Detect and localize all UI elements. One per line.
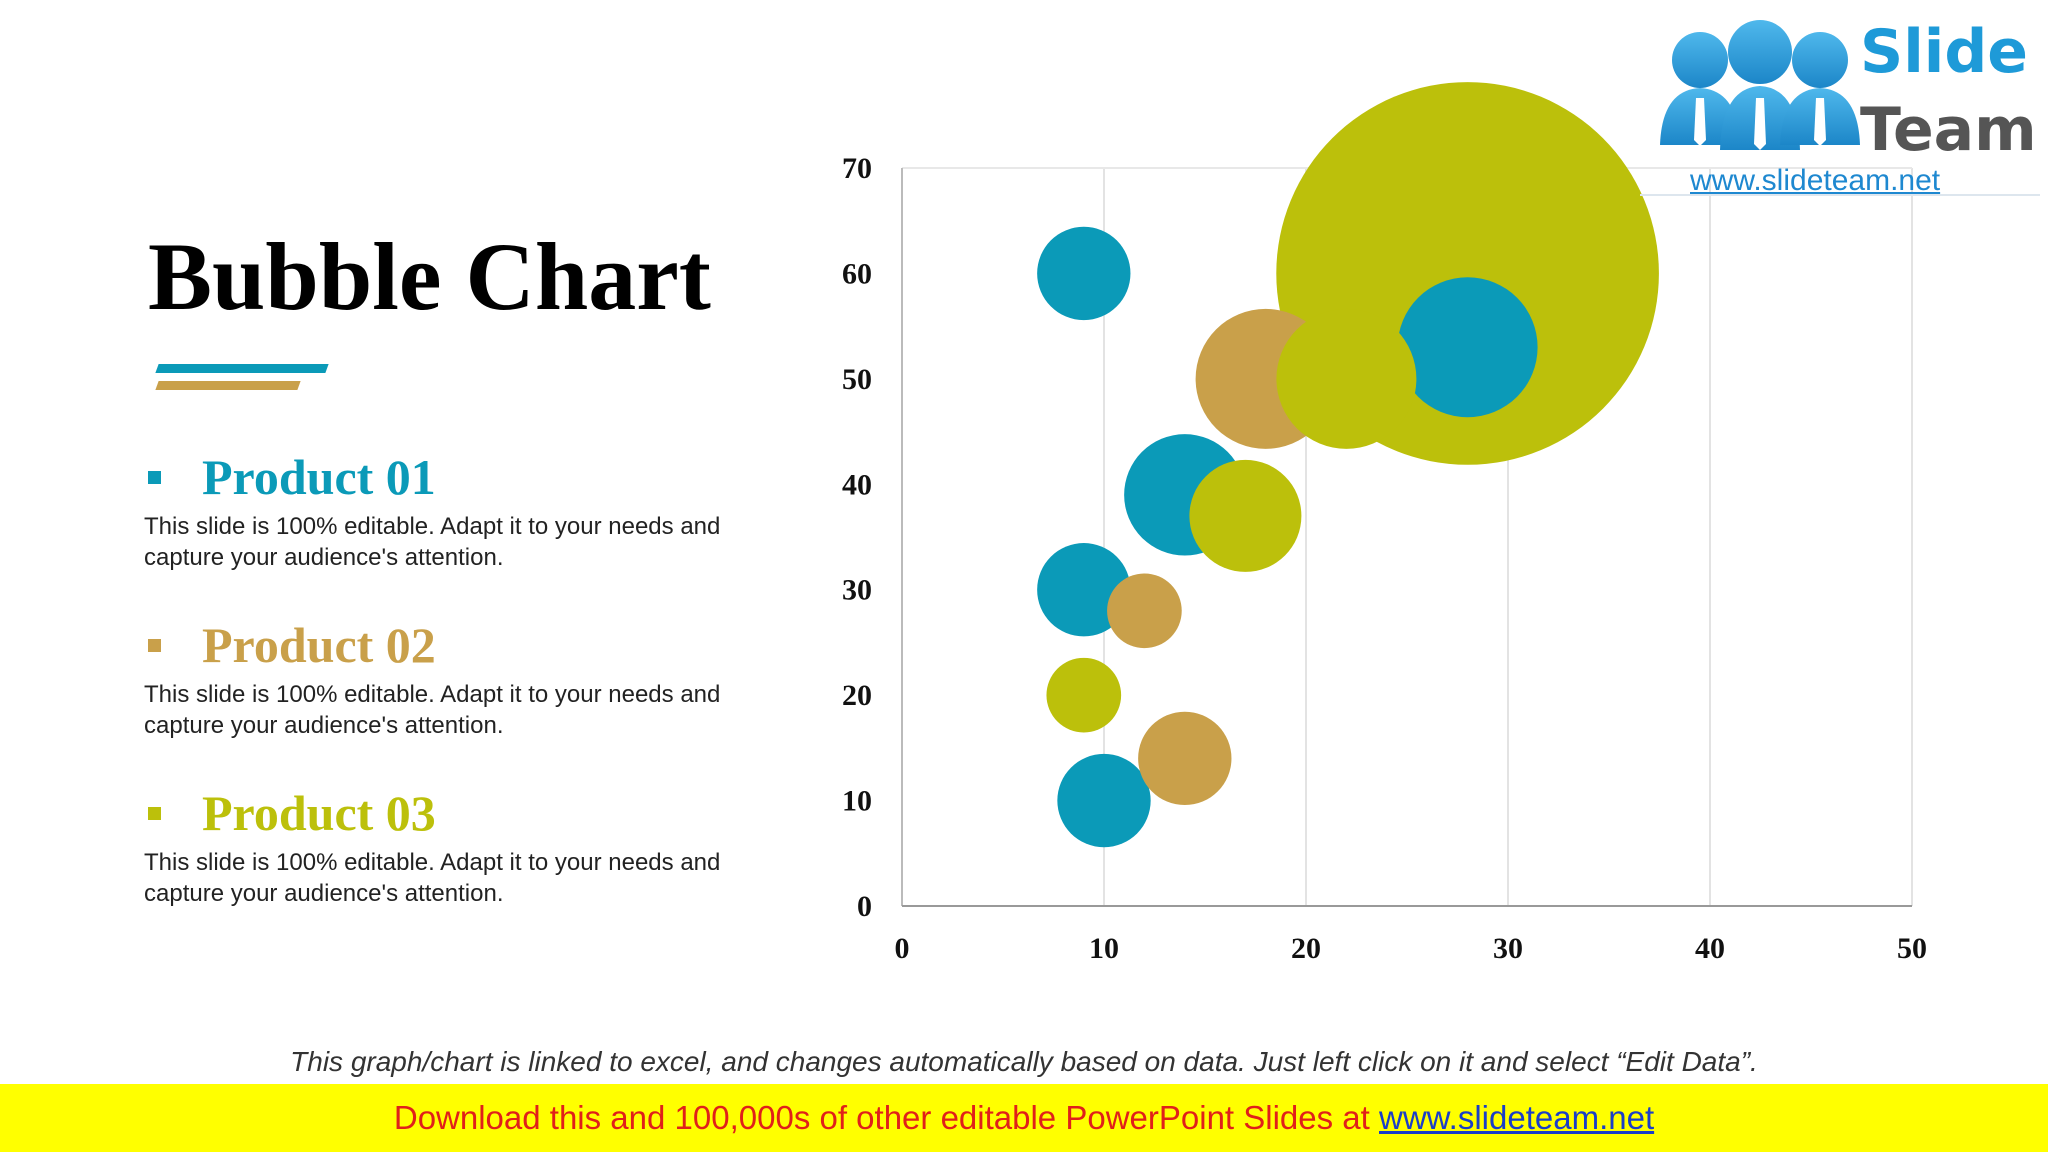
bullet-square-icon — [148, 471, 161, 484]
banner-link[interactable]: www.slideteam.net — [1379, 1099, 1655, 1136]
bubble-product-01 — [1037, 543, 1131, 637]
bubble-product-03 — [1189, 459, 1302, 572]
bubble-product-03 — [1046, 657, 1122, 733]
bubble-product-01 — [1037, 226, 1131, 321]
chart-axes — [901, 168, 1912, 907]
bubble-product-02 — [1107, 573, 1182, 649]
slideteam-logo: Slide Team www.slideteam.net — [1640, 0, 2040, 200]
x-tick-label: 20 — [1291, 932, 1321, 965]
product-name: Product 03 — [202, 785, 436, 841]
product-name: Product 02 — [202, 617, 436, 673]
y-tick-label: 70 — [842, 152, 872, 185]
product-description: This slide is 100% editable. Adapt it to… — [144, 849, 721, 907]
x-tick-label: 40 — [1695, 932, 1725, 965]
chart-footnote: This graph/chart is linked to excel, and… — [290, 1046, 1758, 1077]
chart-bubbles — [1037, 82, 1659, 848]
bullet-square-icon — [148, 639, 161, 652]
chart-tick-labels: 0 10 20 30 40 50 0 10 20 30 40 50 60 70 — [842, 152, 1927, 965]
logo-url-link[interactable]: www.slideteam.net — [1690, 164, 1941, 197]
y-tick-label: 10 — [842, 785, 872, 818]
logo-word-team: Team — [1860, 95, 2037, 165]
bubble-chart: 0 10 20 30 40 50 0 10 20 30 40 50 60 70 — [842, 82, 1927, 965]
bubble-product-01 — [1397, 277, 1538, 418]
y-tick-label: 20 — [842, 679, 872, 712]
x-tick-label: 0 — [895, 932, 910, 965]
y-tick-label: 60 — [842, 257, 872, 290]
x-tick-label: 30 — [1493, 932, 1523, 965]
bubble-product-01 — [1057, 753, 1151, 848]
bubble-product-03 — [1276, 308, 1417, 449]
logo-divider — [1640, 194, 2040, 196]
x-tick-label: 10 — [1089, 932, 1119, 965]
banner-text: Download this and 100,000s of other edit… — [393, 1099, 1379, 1136]
product-description: This slide is 100% editable. Adapt it to… — [144, 681, 721, 739]
bubble-product-02 — [1138, 711, 1232, 806]
x-tick-label: 50 — [1897, 932, 1927, 965]
product-description: This slide is 100% editable. Adapt it to… — [144, 513, 721, 571]
download-banner: Download this and 100,000s of other edit… — [0, 1084, 2048, 1152]
three-people-icon — [1660, 20, 1860, 150]
y-tick-label: 0 — [857, 890, 872, 923]
y-tick-label: 30 — [842, 574, 872, 607]
y-tick-label: 50 — [842, 363, 872, 396]
logo-word-slide: Slide — [1860, 17, 2028, 87]
product-name: Product 01 — [202, 449, 436, 505]
bullet-square-icon — [148, 807, 161, 820]
slide-title: Bubble Chart — [148, 223, 711, 330]
y-tick-label: 40 — [842, 468, 872, 501]
